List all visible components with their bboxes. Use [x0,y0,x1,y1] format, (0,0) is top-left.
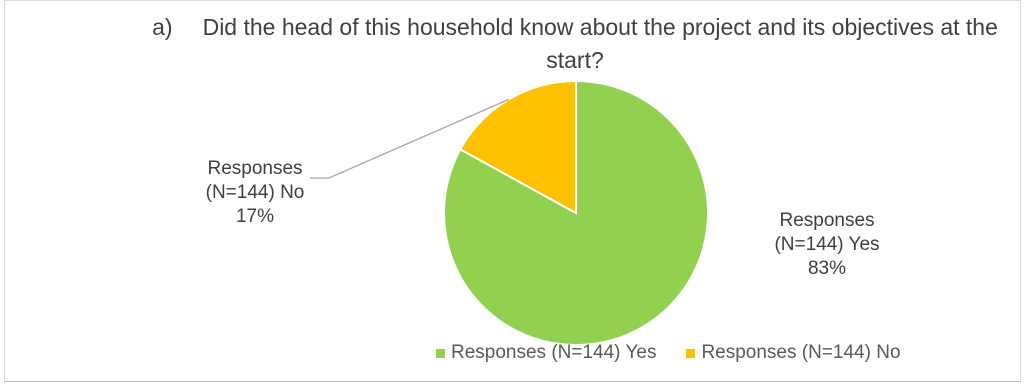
legend-entry-yes: Responses (N=144) Yes [436,342,656,364]
chart-title-text: Did the head of this household know abou… [202,14,998,73]
data-label-yes-line1: Responses [779,210,875,231]
pie-slice-yes [443,79,709,346]
data-label-no: Responses (N=144) No 17% [180,157,330,229]
data-label-yes-percent: 83% [807,258,847,279]
data-label-yes: Responses (N=144) Yes 83% [752,209,902,281]
legend-swatch-no [686,348,696,358]
chart-legend: Responses (N=144) Yes Responses (N=144) … [436,342,931,364]
legend-label-yes: Responses (N=144) Yes [451,342,657,363]
data-label-no-line2: (N=144) No [205,182,305,203]
chart-title: a) Did the head of this household know ab… [145,11,1005,77]
data-label-no-line1: Responses [207,158,303,179]
legend-entry-no: Responses (N=144) No [686,342,901,364]
chart-title-prefix: a) [152,14,173,40]
data-label-yes-line2: (N=144) Yes [774,234,880,255]
data-label-no-percent: 17% [235,206,275,227]
leader-line-no [310,98,510,179]
legend-label-no: Responses (N=144) No [701,342,901,363]
pie-slice-no [458,79,577,215]
legend-swatch-yes [436,348,445,358]
